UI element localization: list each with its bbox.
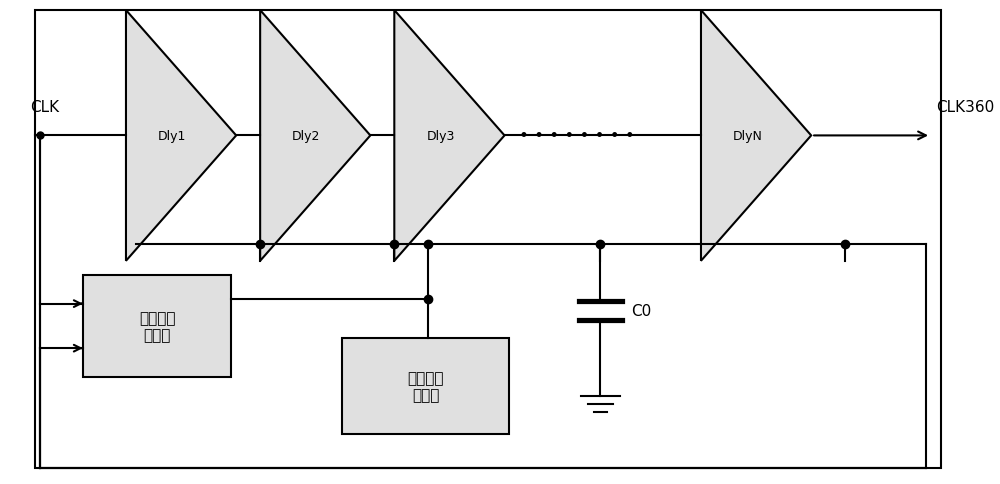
Bar	[342, 338, 509, 435]
Text: DlyN: DlyN	[732, 130, 762, 143]
Text: 相位检测
子电路: 相位检测 子电路	[139, 310, 175, 342]
Text: C0: C0	[631, 303, 651, 318]
Polygon shape	[126, 11, 236, 261]
Text: Dly3: Dly3	[426, 130, 455, 143]
Text: Dly1: Dly1	[158, 130, 186, 143]
Polygon shape	[260, 11, 370, 261]
Polygon shape	[701, 11, 811, 261]
Text: CLK: CLK	[30, 100, 59, 115]
Text: Dly2: Dly2	[292, 130, 321, 143]
Polygon shape	[394, 11, 505, 261]
Text: CLK360: CLK360	[936, 100, 994, 115]
Text: • • • • • • • •: • • • • • • • •	[519, 127, 634, 145]
Bar	[83, 276, 231, 377]
Text: 启动控制
子电路: 启动控制 子电路	[407, 370, 444, 403]
